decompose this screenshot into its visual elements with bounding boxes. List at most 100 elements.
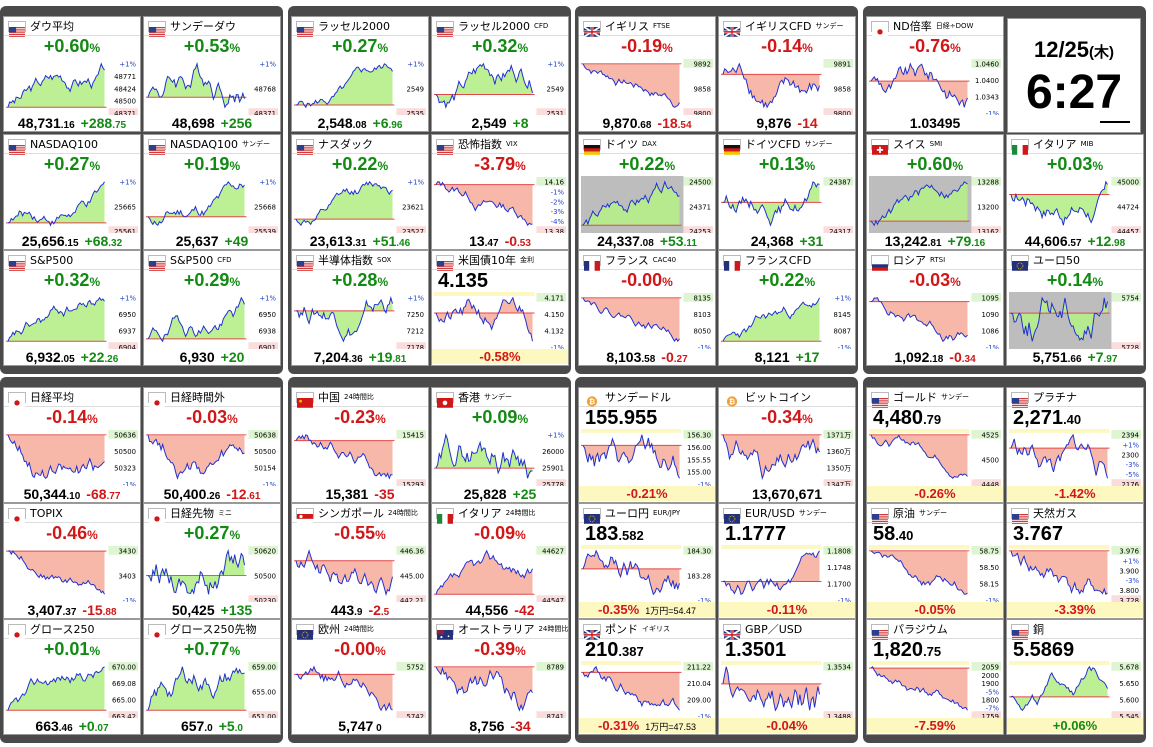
- percent-change: +0.32%: [432, 36, 568, 57]
- market-tile[interactable]: サンデーダウ +0.53% +1% 48768 48371 48,698 +256: [143, 16, 281, 132]
- tile-name: 原油: [893, 507, 915, 520]
- market-tile[interactable]: プラチナ 2,271.40 2394 +1% 2300 -3% -5% 2176 -1.42%: [1006, 387, 1144, 503]
- gb-flag-icon: [583, 20, 601, 38]
- percent-change: -0.23%: [292, 407, 428, 428]
- market-tile[interactable]: ドイツCFD サンデー +0.13% 24387 24317 24,368 +31: [718, 134, 856, 250]
- market-tile[interactable]: GBP／USD 1.3501 1.3534 1.3488 -0.04%: [718, 619, 856, 735]
- price-main: 9,870: [602, 115, 638, 131]
- axis-label: 1.0400: [975, 77, 999, 85]
- market-tile[interactable]: 日経平均 -0.14% 50636 50500 50323 -1% 50,344.10 -68…: [3, 387, 141, 503]
- market-tile[interactable]: スイス SMI +0.60% 13288 13200 13162 13,242.81 +79.…: [866, 134, 1004, 250]
- market-tile[interactable]: 中国 24時間比 -0.23% 15415 15293 15,381 -35: [291, 387, 429, 503]
- point-change-decimal: .26: [104, 354, 119, 365]
- market-tile[interactable]: イタリア 24時間比 -0.09% 44627 44547 44,556 -42: [431, 503, 569, 619]
- market-tile[interactable]: TOPIX -0.46% 3430 3403 -1% 3,407.37 -15.88: [3, 503, 141, 619]
- change-area: [147, 434, 245, 479]
- market-tile[interactable]: イギリスCFD サンデー -0.14% 9891 9858 9800 9,876 -14: [718, 16, 856, 132]
- market-tile[interactable]: 日経先物 ミニ +0.27% 50620 50500 50230 50,425 +135: [143, 503, 281, 619]
- axis-label-bg: [823, 545, 853, 555]
- axis-label: -1%: [263, 481, 277, 486]
- market-tile[interactable]: 香港 サンデー +0.09% +1% 26000 25901 25778 25,828 +25: [431, 387, 569, 503]
- market-tile[interactable]: フランスCFD +0.22% +1% 8145 8087 -1% 8,121 +17: [718, 250, 856, 366]
- market-tile[interactable]: ラッセル2000 CFD +0.32% +1% 2549 2531 2,549 +8: [431, 16, 569, 132]
- market-tile[interactable]: オーストラリア 24時間比 -0.39% 8789 8741 8,756 -34: [431, 619, 569, 735]
- market-tile[interactable]: イギリス FTSE -0.19% 9892 9858 9800 9,870.68 -18.54: [578, 16, 716, 132]
- axis-label-bg: [683, 661, 713, 671]
- axis-label: +1%: [119, 61, 136, 69]
- percent-change: +0.14%: [1007, 270, 1143, 291]
- price-main: 50,425: [171, 602, 215, 618]
- market-tile[interactable]: ダウ平均 +0.60% +1% 48771 48424 48500 48371 48,731.…: [3, 16, 141, 132]
- change-area: [582, 434, 680, 479]
- axis-label: -1%: [698, 344, 712, 349]
- market-tile[interactable]: ユーロ円 EUR/JPY 183.582 184.30 183.28 -1% -0.35% 1…: [578, 503, 716, 619]
- axis-label: 9858: [694, 85, 712, 93]
- market-tile[interactable]: 欧州 24時間比 -0.00% 5752 5742 5,747 0: [291, 619, 429, 735]
- market-tile[interactable]: ラッセル2000 +0.27% +1% 2549 2535 2,548.08 +6.96: [291, 16, 429, 132]
- market-tile[interactable]: シンガポール 24時間比 -0.55% 446.36 445.00 442.21 443.9…: [291, 503, 429, 619]
- change-area: [7, 297, 105, 342]
- market-tile[interactable]: ロシア RTSI -0.03% 1095 1090 1086 -1% 1,092.18 -0.3…: [866, 250, 1004, 366]
- market-tile[interactable]: S&P500 CFD +0.29% +1% 6950 6938 6901 6,930 +20: [143, 250, 281, 366]
- tile-name: 香港: [458, 391, 480, 404]
- percent-change-value: +0.13: [758, 154, 805, 174]
- yen-conversion: 1万円=54.47: [645, 606, 696, 616]
- market-tile[interactable]: 半導体指数 SOX +0.28% +1% 7250 7212 7178 7,204.36 +19…: [291, 250, 429, 366]
- change-area: [870, 181, 968, 226]
- percent-change-value: +0.77: [183, 639, 230, 659]
- point-change-decimal: .81: [392, 354, 407, 365]
- point-change: +7.97: [1088, 349, 1118, 365]
- market-tile[interactable]: S&P500 +0.32% +1% 6950 6937 6904 6,932.05 +22.2…: [3, 250, 141, 366]
- market-tile[interactable]: NASDAQ100 +0.27% +1% 25665 25561 25,656.15 +68…: [3, 134, 141, 250]
- axis-label-bg: [396, 108, 426, 115]
- tile-header: フランスCFD: [719, 251, 855, 271]
- market-tile[interactable]: 銅 5.5869 5.678 5.650 5.600 5.545 +0.06%: [1006, 619, 1144, 735]
- current-price: 2,548.08: [318, 115, 367, 131]
- us-flag-icon: [8, 254, 26, 271]
- tile-header: ユーロ円 EUR/JPY: [579, 504, 715, 524]
- cn-flag-icon: [296, 391, 314, 408]
- change-area: [582, 181, 680, 226]
- point-change-main: +12: [1087, 233, 1112, 249]
- market-tile[interactable]: NASDAQ100 サンデー +0.19% +1% 25668 25539 25,637 +4…: [143, 134, 281, 250]
- price-main: 4,480: [873, 407, 924, 429]
- market-tile[interactable]: ドイツ DAX +0.22% 24500 24371 24253 24,337.08 +53.…: [578, 134, 716, 250]
- market-tile[interactable]: イタリア MIB +0.03% 45000 44724 44457 44,606.57 +12…: [1006, 134, 1144, 250]
- axis-label: 2549: [547, 85, 565, 93]
- tile-name: オーストラリア: [458, 623, 535, 636]
- sparkline-chart: +1% 48768 48371: [146, 58, 278, 115]
- market-tile[interactable]: 恐怖指数 VIX -3.79% 14.16 -1% -2% -3% -4% 13.38 13.47…: [431, 134, 569, 250]
- axis-label: 9800: [834, 110, 852, 115]
- axis-label: -1%: [698, 597, 712, 602]
- percent-change-value: -0.14: [46, 407, 88, 427]
- market-tile[interactable]: ポンド イギリス 210.387 211.22 210.04 209.00 -1% -0.31…: [578, 619, 716, 735]
- price-footer: 48,731.16 +288.75: [7, 115, 137, 131]
- market-tile[interactable]: 米国債10年 金利 4.135 4.171 4.150 4.132 -1% -0.58%: [431, 250, 569, 366]
- percent-sign: %: [377, 159, 389, 173]
- axis-label: 50500: [254, 448, 276, 456]
- market-tile[interactable]: フランス CAC40 -0.00% 8135 8103 8050 -1% 8,103.58 -0…: [578, 250, 716, 366]
- ru-flag-icon: [871, 254, 889, 271]
- market-tile[interactable]: ナスダック +0.22% +1% 23621 23527 23,613.31 +51.46: [291, 134, 429, 250]
- market-tile[interactable]: EUR/USD サンデー 1.1777 1.1808 1.1748 1.1700 -1% -0…: [718, 503, 856, 619]
- axis-label: 58.50: [979, 564, 999, 572]
- market-tile[interactable]: 天然ガス 3.767 3.976 +1% 3.900 -3% 3.800 3.728 -3.39…: [1006, 503, 1144, 619]
- axis-label: +1%: [407, 179, 424, 187]
- market-tile[interactable]: ゴールド サンデー 4,480.79 4525 4500 4448 -0.26%: [866, 387, 1004, 503]
- price-main: 25,637: [175, 233, 219, 249]
- axis-label-bg: [536, 711, 566, 718]
- change-area: [147, 181, 245, 226]
- market-tile[interactable]: 日経時間外 -0.03% 50638 50500 50154 -1% 50,400.26 -1…: [143, 387, 281, 503]
- market-tile[interactable]: ₿ ビットコイン -0.34% 1371万 1360万 1350万 1347万 13,670,…: [718, 387, 856, 503]
- tile-subname: FTSE: [653, 22, 671, 30]
- market-tile[interactable]: グロース250 +0.01% 670.00 669.08 665.00 663.42 663…: [3, 619, 141, 735]
- market-tile[interactable]: ND倍率 日経÷DOW -0.76% 1.0460 1.0400 1.0343 -1% 1.0…: [866, 16, 1004, 132]
- market-tile[interactable]: パラジウム 1,820.75 2059 2000 1900 -5% 1800 -7% 1759-…: [866, 619, 1004, 735]
- axis-label-bg: [248, 711, 278, 718]
- market-tile[interactable]: グロース250先物 +0.77% 659.00 655.00 651.00 657.0 +5…: [143, 619, 281, 735]
- market-tile[interactable]: ₿ サンデードル 155.955 156.30 156.00 155.55 155.00 -1…: [578, 387, 716, 503]
- axis-label: 3.800: [1119, 587, 1139, 595]
- market-tile[interactable]: 原油 サンデー 58.40 58.75 58.50 58.15 -1% -0.05%: [866, 503, 1004, 619]
- market-tile[interactable]: ユーロ50 +0.14% 5754 5728 5,751.66 +7.97: [1006, 250, 1144, 366]
- axis-label-bg: [108, 429, 138, 439]
